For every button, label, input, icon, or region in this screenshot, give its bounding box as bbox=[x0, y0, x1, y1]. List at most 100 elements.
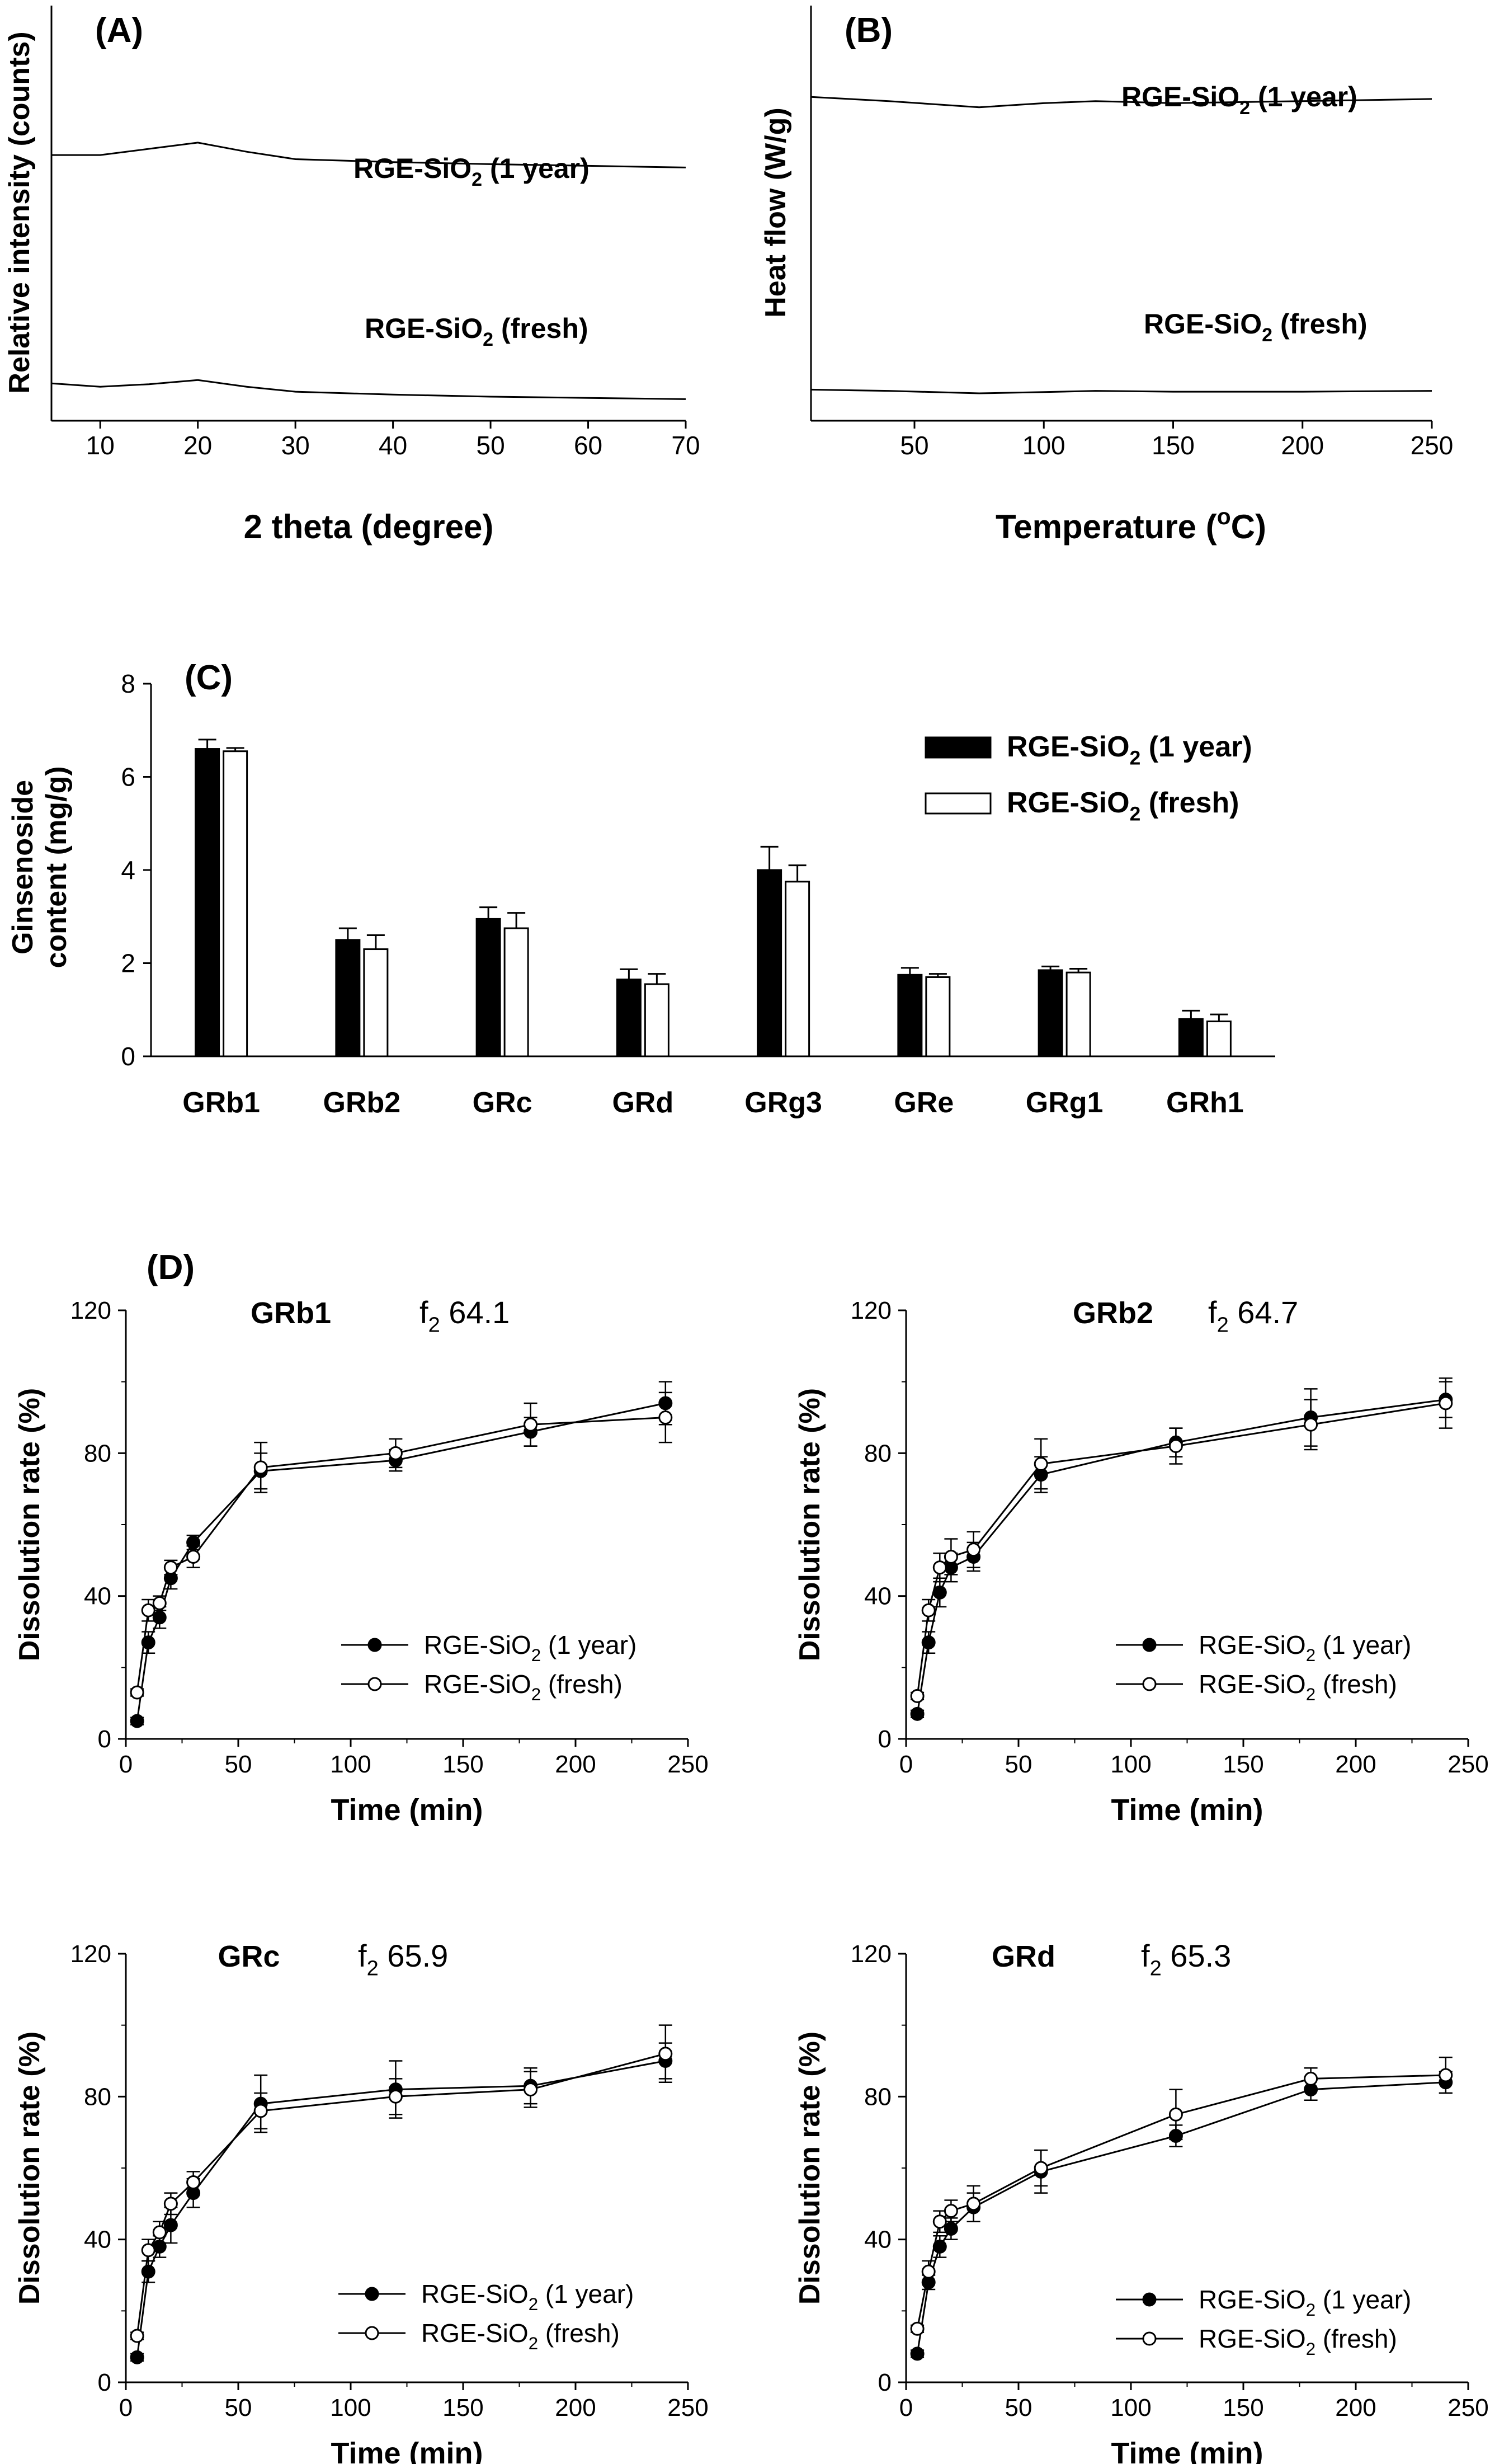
c-bar-1-year bbox=[897, 974, 923, 1057]
d-legend-label-fresh-sub: 2 bbox=[531, 1685, 541, 1704]
d-f2-annotation-tail: 65.3 bbox=[1162, 1938, 1232, 1973]
b-trace-label-1-year-base: RGE-SiO bbox=[1121, 81, 1239, 112]
d-point-fresh bbox=[152, 2225, 167, 2240]
d-subplot-title: GRc bbox=[218, 1940, 280, 1973]
d-f2-annotation-base: f bbox=[1141, 1938, 1150, 1973]
a-trace-fresh bbox=[51, 379, 686, 400]
a-x-tick-label: 10 bbox=[86, 431, 115, 460]
d-point-fresh bbox=[1304, 2071, 1318, 2086]
d-y-label: Dissolution rate (%) bbox=[794, 2032, 826, 2305]
d-legend-marker-1-year bbox=[367, 1638, 382, 1652]
d-legend-label-fresh-base: RGE-SiO bbox=[1199, 1670, 1306, 1699]
a-x-tick-label: 30 bbox=[281, 431, 310, 460]
b-x-label: Temperature (oC) bbox=[996, 504, 1266, 546]
b-trace-fresh bbox=[810, 388, 1432, 394]
d-point-1-year bbox=[130, 2350, 144, 2364]
c-legend-swatch-fresh bbox=[925, 792, 992, 815]
d-x-tick-label: 0 bbox=[119, 2394, 133, 2421]
c-bar-fresh bbox=[363, 948, 389, 1057]
d-x-tick-label: 0 bbox=[119, 1751, 133, 1778]
d-y-tick-label: 120 bbox=[851, 1940, 892, 1968]
d-point-fresh bbox=[921, 1603, 936, 1617]
b-trace-label-fresh-tail: (fresh) bbox=[1272, 308, 1367, 340]
d-point-1-year bbox=[163, 2218, 178, 2232]
d-legend-label-fresh-base: RGE-SiO bbox=[424, 1670, 531, 1699]
d-y-tick-label: 120 bbox=[70, 1940, 111, 1968]
b-trace-label-fresh: RGE-SiO2 (fresh) bbox=[1144, 308, 1368, 346]
d-x-tick-label: 200 bbox=[1335, 1751, 1376, 1778]
d-legend-label-fresh-tail: (fresh) bbox=[538, 2319, 620, 2348]
d-legend-label-fresh: RGE-SiO2 (fresh) bbox=[424, 1670, 623, 1704]
d-y-tick-label: 40 bbox=[84, 2226, 111, 2254]
b-trace-label-fresh-sub: 2 bbox=[1262, 325, 1272, 346]
d-point-fresh bbox=[186, 2175, 201, 2190]
d-legend-label-1-year-sub: 2 bbox=[531, 1645, 541, 1665]
d-point-1-year bbox=[141, 2264, 155, 2279]
d-x-tick-label: 250 bbox=[667, 2394, 708, 2421]
d-point-fresh bbox=[388, 2089, 403, 2104]
d-legend-marker-fresh bbox=[1142, 2331, 1157, 2346]
d-y-tick-label: 40 bbox=[864, 1583, 892, 1610]
d-f2-annotation: f2 65.9 bbox=[358, 1938, 448, 1981]
a-x-tick-label: 60 bbox=[574, 431, 602, 460]
c-bar-1-year bbox=[1178, 1018, 1204, 1057]
d-subplot-title: GRb2 bbox=[1073, 1296, 1153, 1330]
c-bar-fresh bbox=[503, 927, 529, 1057]
d-x-tick-label: 50 bbox=[1005, 1751, 1032, 1778]
d-subplot-title: GRb1 bbox=[251, 1296, 331, 1330]
d-x-tick-label: 200 bbox=[555, 2394, 596, 2421]
d-f2-annotation-tail: 64.7 bbox=[1229, 1295, 1299, 1330]
d-point-fresh bbox=[910, 2321, 925, 2336]
d-x-label: Time (min) bbox=[1111, 1793, 1263, 1827]
d-point-1-year bbox=[130, 1714, 144, 1728]
d-legend-marker-1-year bbox=[1142, 1638, 1157, 1652]
d-f2-annotation-base: f bbox=[419, 1295, 428, 1330]
d-point-fresh bbox=[944, 2204, 958, 2218]
a-trace-label-1-year-tail: (1 year) bbox=[482, 153, 590, 184]
d-y-label: Dissolution rate (%) bbox=[13, 1388, 46, 1661]
b-trace-1-year bbox=[810, 96, 1432, 109]
d-x-tick-label: 150 bbox=[442, 2394, 483, 2421]
b-trace-label-fresh-base: RGE-SiO bbox=[1144, 308, 1262, 340]
b-trace-label-1-year: RGE-SiO2 (1 year) bbox=[1121, 81, 1357, 119]
d-point-1-year bbox=[944, 2222, 958, 2236]
d-f2-annotation-sub: 2 bbox=[1217, 1314, 1229, 1337]
d-point-fresh bbox=[944, 1549, 958, 1564]
d-f2-annotation: f2 64.1 bbox=[419, 1295, 510, 1337]
d-point-fresh bbox=[163, 2197, 178, 2211]
d-legend-label-fresh-base: RGE-SiO bbox=[421, 2319, 529, 2348]
d-point-fresh bbox=[932, 2214, 947, 2229]
c-category-label: GRd bbox=[612, 1087, 673, 1119]
d-point-fresh bbox=[1168, 1439, 1183, 1454]
d-point-fresh bbox=[910, 1689, 925, 1703]
c-category-label: GRe bbox=[894, 1087, 954, 1119]
d-x-tick-label: 150 bbox=[1223, 1751, 1263, 1778]
d-point-fresh bbox=[1304, 1417, 1318, 1432]
d-legend-label-1-year-tail: (1 year) bbox=[1315, 1630, 1411, 1659]
d-point-fresh bbox=[966, 2197, 981, 2211]
d-legend-label-1-year-sub: 2 bbox=[529, 2294, 538, 2314]
d-legend-label-fresh: RGE-SiO2 (fresh) bbox=[421, 2319, 620, 2353]
d-y-tick-label: 40 bbox=[84, 1583, 111, 1610]
c-bar-1-year bbox=[1038, 969, 1063, 1057]
d-y-tick-label: 80 bbox=[84, 2083, 111, 2110]
d-x-tick-label: 200 bbox=[1335, 2394, 1376, 2421]
d-legend-label-fresh-tail: (fresh) bbox=[1315, 2324, 1397, 2353]
d-f2-annotation-tail: 65.9 bbox=[379, 1938, 449, 1973]
a-x-label: 2 theta (degree) bbox=[244, 508, 494, 546]
b-x-label-base: Temperature ( bbox=[996, 508, 1217, 546]
d-x-tick-label: 250 bbox=[1447, 2394, 1488, 2421]
d-legend-label-1-year-base: RGE-SiO bbox=[1199, 2285, 1306, 2314]
b-x-tick-label: 150 bbox=[1152, 431, 1195, 460]
d-legend-label-fresh-tail: (fresh) bbox=[541, 1670, 623, 1699]
d-x-tick-label: 200 bbox=[555, 1751, 596, 1778]
d-point-fresh bbox=[1034, 2161, 1048, 2175]
d-f2-annotation-base: f bbox=[358, 1938, 367, 1973]
d-x-tick-label: 100 bbox=[330, 2394, 371, 2421]
